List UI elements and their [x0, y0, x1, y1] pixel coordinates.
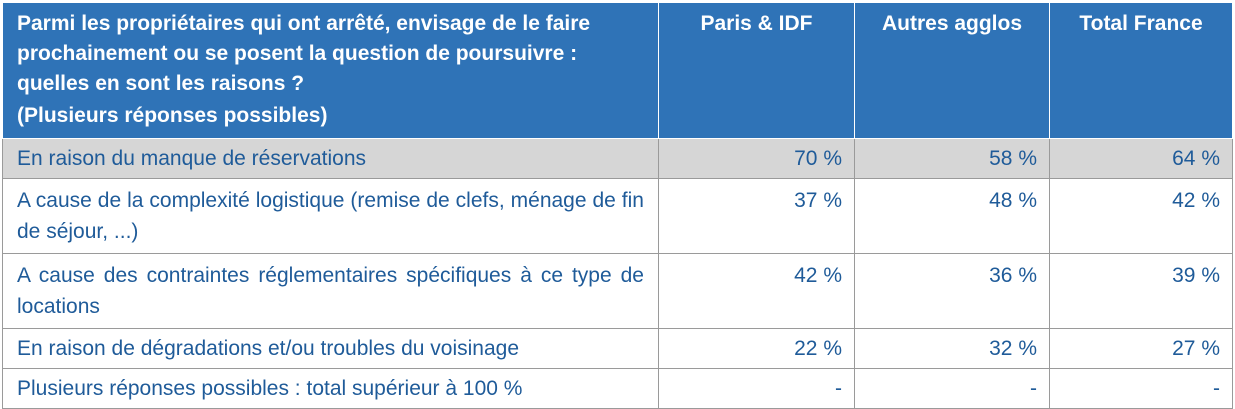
value-autres-agglos: 32 % [854, 328, 1050, 369]
header-row: Parmi les propriétaires qui ont arrêté, … [2, 2, 1233, 139]
question-note: (Plusieurs réponses possibles) [17, 104, 328, 127]
value-paris-idf: 42 % [658, 253, 855, 329]
value-total-france: 64 % [1049, 138, 1233, 179]
row-label: Plusieurs réponses possibles : total sup… [2, 368, 659, 409]
column-header-paris-idf: Paris & IDF [658, 2, 855, 139]
row-label: En raison de dégradations et/ou troubles… [2, 328, 659, 369]
table-row: A cause de la complexité logistique (rem… [2, 178, 1233, 254]
value-total-france: - [1049, 368, 1233, 409]
question-text: Parmi les propriétaires qui ont arrêté, … [17, 12, 591, 95]
row-label: En raison du manque de réservations [2, 138, 659, 179]
table-body: En raison du manque de réservations 70 %… [2, 138, 1233, 409]
value-autres-agglos: 36 % [854, 253, 1050, 329]
column-header-total-france: Total France [1049, 2, 1233, 139]
table-header: Parmi les propriétaires qui ont arrêté, … [2, 2, 1233, 139]
value-autres-agglos: - [854, 368, 1050, 409]
table-row: En raison de dégradations et/ou troubles… [2, 328, 1233, 369]
value-paris-idf: 22 % [658, 328, 855, 369]
value-paris-idf: 37 % [658, 178, 855, 254]
row-label: A cause des contraintes réglementaires s… [2, 253, 659, 329]
question-header: Parmi les propriétaires qui ont arrêté, … [2, 2, 659, 139]
value-paris-idf: - [658, 368, 855, 409]
value-total-france: 39 % [1049, 253, 1233, 329]
row-label: A cause de la complexité logistique (rem… [2, 178, 659, 254]
value-autres-agglos: 58 % [854, 138, 1050, 179]
value-total-france: 27 % [1049, 328, 1233, 369]
column-header-autres-agglos: Autres agglos [854, 2, 1050, 139]
value-total-france: 42 % [1049, 178, 1233, 254]
table-row: En raison du manque de réservations 70 %… [2, 138, 1233, 179]
table-row: A cause des contraintes réglementaires s… [2, 253, 1233, 329]
value-paris-idf: 70 % [658, 138, 855, 179]
value-autres-agglos: 48 % [854, 178, 1050, 254]
table-row: Plusieurs réponses possibles : total sup… [2, 368, 1233, 409]
